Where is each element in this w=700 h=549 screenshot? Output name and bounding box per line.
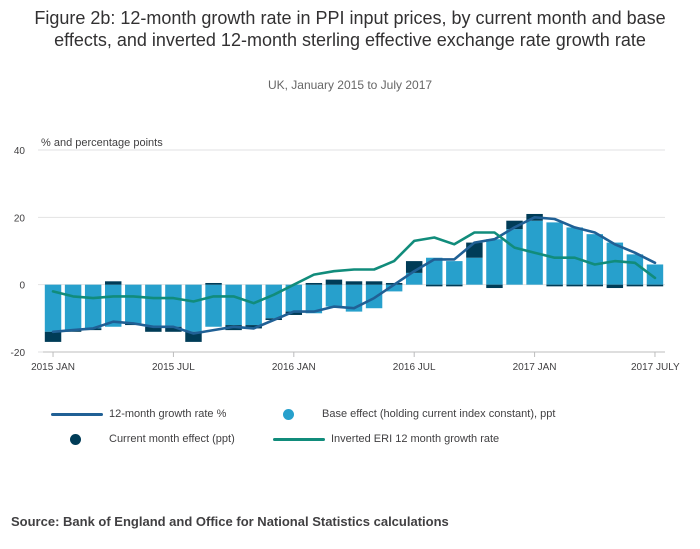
bars: [44, 213, 664, 342]
base-effect-bar: [486, 239, 503, 285]
current-effect-bar: [205, 282, 222, 285]
base-effect-bar: [325, 284, 343, 307]
base-effect-bar: [44, 284, 62, 332]
y-tick-label: 20: [14, 213, 26, 224]
current-effect-bar: [165, 326, 182, 332]
base-effect-bar: [205, 284, 222, 327]
chart-subtitle: UK, January 2015 to July 2017: [267, 78, 433, 92]
y-tick-label: 40: [14, 146, 26, 157]
base-effect-bar: [125, 284, 142, 324]
base-effect-bar: [546, 222, 563, 285]
base-effect-bar: [285, 284, 303, 312]
current-effect-bar: [446, 284, 463, 287]
base-effect-bar: [64, 284, 82, 331]
current-effect-bar: [185, 331, 202, 342]
current-effect-bar: [466, 242, 483, 258]
base-effect-bar: [566, 227, 583, 285]
current-effect-bar: [506, 220, 523, 230]
current-effect-bar: [365, 281, 383, 285]
base-effect-bar: [365, 284, 383, 309]
y-tick-label: 0: [19, 281, 25, 292]
base-effect-bar: [305, 284, 323, 314]
base-effect-bar: [405, 272, 423, 285]
current-effect-bar: [426, 284, 443, 287]
base-effect-bar: [626, 254, 644, 285]
current-effect-bar: [44, 331, 62, 342]
chart-title: Figure 2b: 12-month growth rate in PPI i…: [34, 8, 666, 50]
base-effect-bar: [145, 284, 162, 327]
current-effect-bar: [586, 284, 604, 287]
x-tick-label: 2015 JAN: [31, 362, 75, 373]
base-effect-bar: [426, 257, 443, 285]
base-effect-bar: [245, 284, 262, 326]
base-effect-bar: [446, 261, 463, 285]
current-effect-bar: [646, 284, 664, 287]
current-effect-bar: [345, 281, 363, 285]
current-effect-bar: [626, 284, 644, 287]
x-tick-label: 2017 JAN: [513, 362, 557, 373]
current-effect-bar: [305, 282, 323, 285]
current-effect-bar: [245, 325, 262, 329]
x-tick-label: 2017 JULY: [631, 362, 680, 373]
base-effect-bar: [225, 284, 242, 326]
current-effect-bar: [285, 311, 303, 315]
base-effect-bar: [646, 264, 664, 285]
growth-rate-line: [51, 216, 657, 335]
base-effect-bar: [466, 257, 483, 285]
current-effect-bar: [606, 284, 624, 289]
current-effect-bar: [546, 284, 563, 287]
x-tick-label: 2016 JAN: [272, 362, 316, 373]
series-lines: [51, 216, 657, 335]
base-effect-bar: [265, 284, 282, 319]
base-effect-bar: [506, 229, 523, 285]
x-tick-label: 2015 JUL: [152, 362, 195, 373]
inverted-eri-line: [51, 231, 657, 305]
axes: 40 20 0 -20 2015 JAN 2015 JUL 2016 JAN 2016 JUL…: [11, 146, 680, 373]
current-effect-bar: [145, 326, 162, 332]
current-effect-bar: [486, 284, 503, 289]
base-effect-bar: [606, 242, 624, 285]
current-effect-bar: [405, 261, 423, 273]
y-axis-unit-label: % and percentage points: [41, 137, 163, 149]
current-effect-bar: [104, 281, 122, 285]
source-note: Source: Bank of England and Office for N…: [11, 514, 449, 529]
base-effect-bar: [84, 284, 102, 329]
x-tick-label: 2016 JUL: [393, 362, 436, 373]
base-effect-bar: [586, 234, 604, 285]
current-effect-bar: [325, 279, 343, 285]
y-tick-label: -20: [11, 348, 26, 359]
current-effect-bar: [566, 284, 583, 287]
base-effect-bar: [165, 284, 182, 327]
base-effect-bar: [385, 284, 403, 292]
base-effect-bar: [185, 284, 202, 332]
